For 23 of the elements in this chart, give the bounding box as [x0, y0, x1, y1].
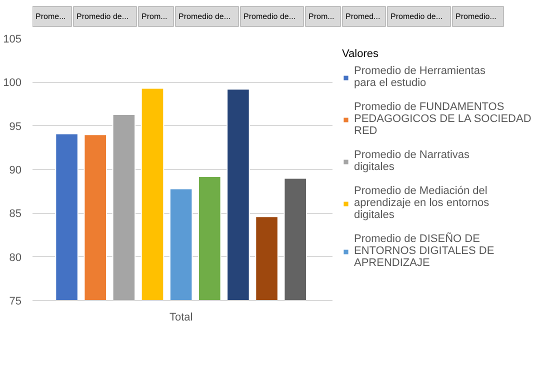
text: Prom...: [142, 12, 168, 21]
text: Promedio de...: [244, 12, 296, 21]
text: Promedio de...: [390, 12, 443, 21]
y-tick-label: 75: [9, 296, 22, 308]
y-tick-label: 80: [9, 252, 22, 264]
x-tick-label: Total: [169, 312, 193, 324]
text: Promedio de...: [178, 12, 231, 21]
text: Promedio...: [456, 12, 496, 21]
legend-label: Promedio de Herramientas para el estudio: [354, 65, 486, 89]
legend-title: Valores: [342, 48, 380, 60]
legend-label: Promedio de Mediación del aprendizaje en los entornos digitales: [354, 185, 490, 221]
y-tick-label: 90: [9, 164, 22, 176]
text: Promedio de...: [76, 12, 129, 21]
y-tick-label: 85: [9, 208, 22, 220]
text: Prome...: [36, 12, 66, 21]
text: Prom...: [308, 12, 334, 21]
legend-label: Promedio de FUNDAMENTOS PEDAGOGICOS DE LA SOCIEDAD RED: [354, 101, 532, 137]
text: Promed...: [346, 12, 380, 21]
y-tick-label: 100: [3, 77, 22, 90]
legend-label: Promedio de DISEÑO DE ENTORNOS DIGITALES DE APRENDIZAJE: [354, 233, 494, 269]
y-tick-label: 105: [3, 34, 22, 46]
y-tick-label: 95: [9, 120, 22, 133]
legend-label: Promedio de Narrativas digitales: [354, 149, 470, 173]
